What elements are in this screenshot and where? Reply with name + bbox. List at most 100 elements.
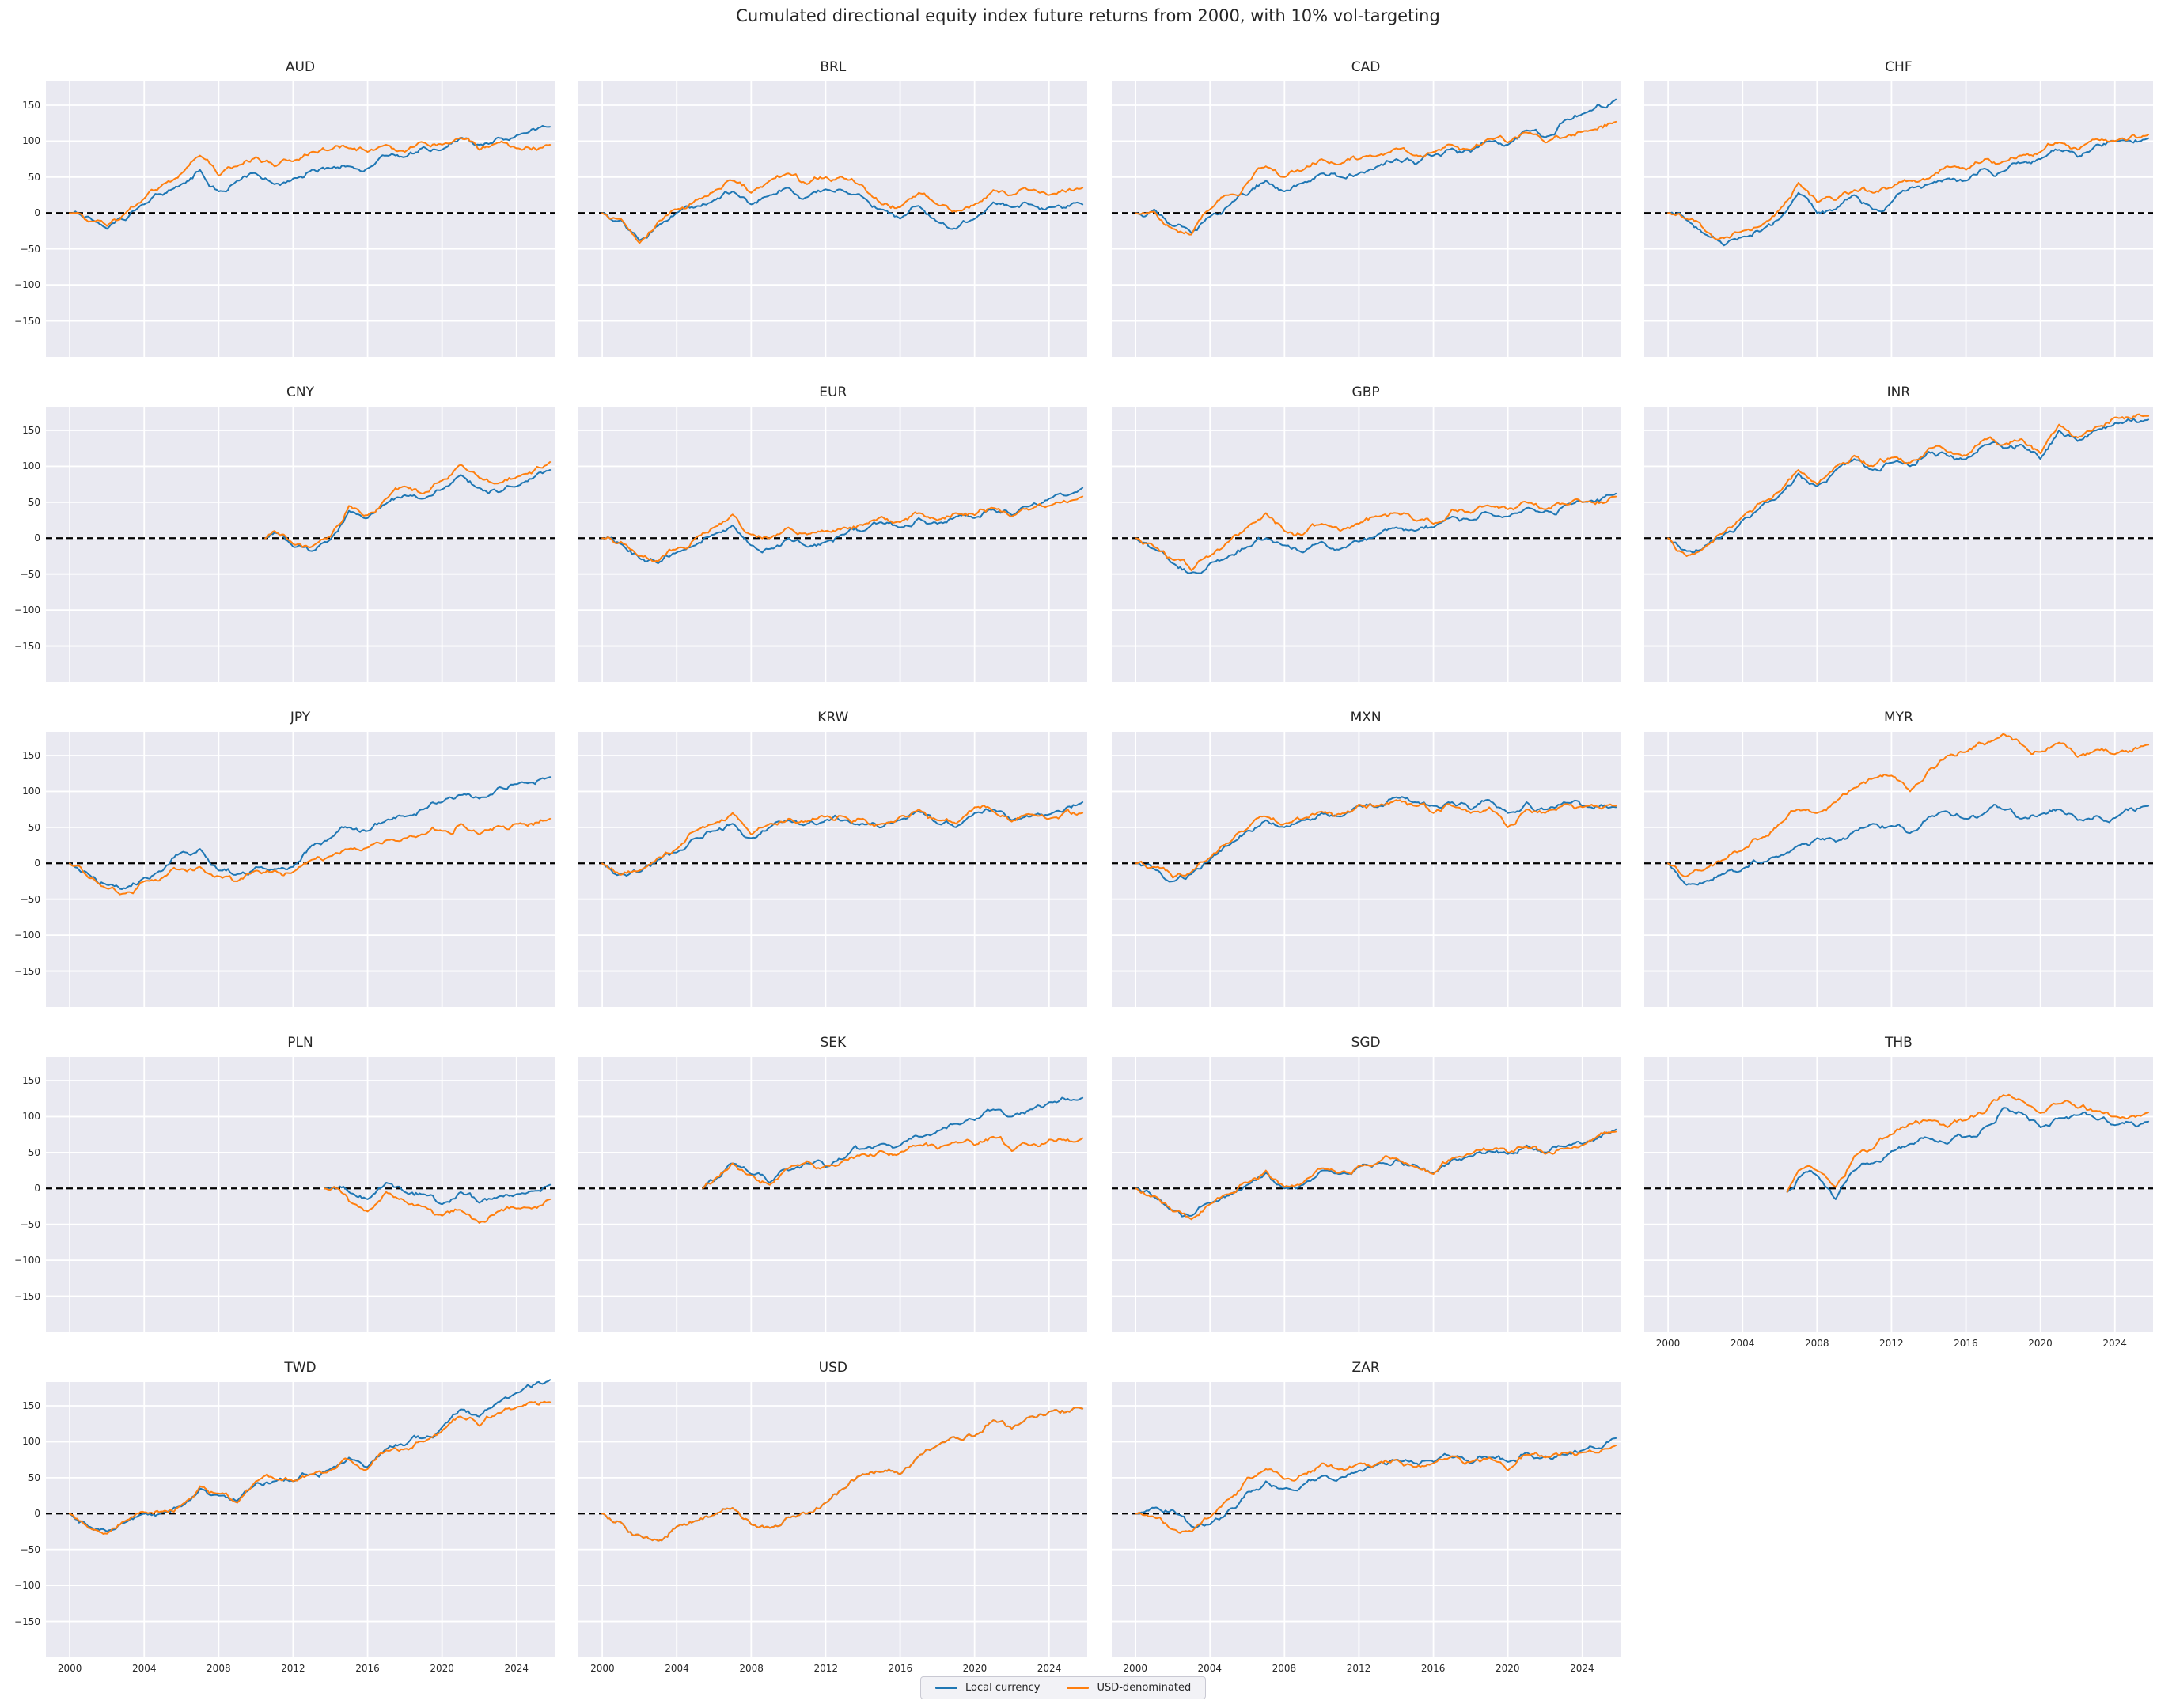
subplot-myr — [1643, 732, 2153, 1007]
y-tick-label: −50 — [20, 243, 40, 255]
y-tick-label: 0 — [34, 1508, 40, 1520]
x-tick-label: 2016 — [888, 1663, 913, 1674]
plot-bg — [1111, 1382, 1621, 1657]
subplot-chf — [1643, 81, 2153, 357]
y-tick-label: 150 — [22, 1399, 40, 1411]
x-tick-label: 2020 — [962, 1663, 988, 1674]
y-tick-label: −100 — [14, 930, 40, 941]
legend-label-local: Local currency — [965, 1682, 1041, 1694]
y-tick-label: −100 — [14, 1580, 40, 1592]
y-tick-label: 50 — [28, 171, 40, 183]
series-local-line-jpy — [69, 776, 552, 890]
legend: Local currency USD-denominated — [920, 1676, 1207, 1699]
y-tick-label: −150 — [14, 965, 40, 977]
y-tick-label: 50 — [28, 821, 40, 833]
y-tick-label: −50 — [20, 1218, 40, 1230]
plot-bg — [1111, 732, 1621, 1007]
subplot-title-cad: CAD — [1351, 59, 1381, 75]
series-usd-line-chf — [1666, 134, 2149, 240]
x-tick-label: 2000 — [590, 1663, 615, 1674]
y-tick-label: 0 — [34, 207, 40, 219]
legend-item-local: Local currency — [935, 1682, 1040, 1694]
series-usd-line-sek — [702, 1135, 1084, 1190]
x-tick-label: 2000 — [57, 1663, 82, 1674]
series-usd-line-sgd — [1134, 1130, 1617, 1221]
series-local-line-pln — [324, 1182, 552, 1206]
x-tick-label: 2004 — [131, 1663, 157, 1674]
series-usd-line-brl — [601, 172, 1084, 244]
x-tick-label: 2000 — [1655, 1338, 1681, 1349]
x-tick-label: 2008 — [739, 1663, 764, 1674]
plot-bg — [578, 407, 1088, 682]
subplot-title-pln: PLN — [287, 1035, 313, 1051]
series-usd-line-thb — [1786, 1093, 2149, 1193]
series-usd-line-krw — [601, 804, 1084, 876]
subplot-title-usd: USD — [818, 1360, 847, 1376]
y-tick-label: −100 — [14, 279, 40, 291]
series-local-line-krw — [601, 801, 1084, 877]
subplot-title-jpy: JPY — [290, 710, 311, 725]
y-tick-label: −50 — [20, 568, 40, 580]
y-tick-label: −50 — [20, 1543, 40, 1555]
subplot-title-aud: AUD — [285, 59, 316, 75]
y-tick-label: 0 — [34, 858, 40, 869]
x-tick-label: 2012 — [813, 1663, 838, 1674]
subplot-title-thb: THB — [1884, 1035, 1913, 1051]
x-tick-label: 2020 — [430, 1663, 454, 1674]
plot-bg — [578, 1382, 1088, 1657]
subplot-title-cny: CNY — [286, 384, 314, 400]
y-tick-label: −50 — [20, 893, 40, 905]
series-usd-line-jpy — [69, 817, 552, 896]
series-local-line-myr — [1666, 804, 2149, 886]
series-usd-line-usd — [601, 1407, 1084, 1542]
series-usd-line-mxn — [1134, 799, 1617, 879]
plot-bg — [578, 1057, 1088, 1332]
y-tick-label: 100 — [22, 1436, 40, 1448]
y-tick-label: −100 — [14, 604, 40, 616]
y-tick-label: −150 — [14, 1290, 40, 1302]
subplot-title-sek: SEK — [820, 1035, 847, 1051]
subplot-title-inr: INR — [1886, 384, 1911, 400]
series-usd-line-twd — [69, 1400, 552, 1535]
subplot-krw — [578, 732, 1088, 1007]
x-tick-label: 2004 — [1197, 1663, 1223, 1674]
y-tick-label: 0 — [34, 532, 40, 544]
y-tick-label: 150 — [22, 1074, 40, 1086]
series-local-line-cny — [264, 469, 552, 552]
subplot-inr — [1643, 407, 2153, 682]
x-tick-label: 2000 — [1123, 1663, 1147, 1674]
subplot-title-krw: KRW — [817, 710, 849, 725]
legend-label-usd: USD-denominated — [1097, 1682, 1192, 1694]
series-usd-line-gbp — [1134, 495, 1617, 572]
x-tick-label: 2016 — [355, 1663, 380, 1674]
y-tick-label: 50 — [28, 496, 40, 508]
subplot-eur — [578, 407, 1088, 682]
subplot-thb — [1643, 1057, 2153, 1332]
subplot-zar — [1111, 1382, 1621, 1657]
x-tick-label: 2020 — [1495, 1663, 1520, 1674]
plot-bg — [1111, 1057, 1621, 1332]
plot-bg — [46, 1382, 555, 1657]
plot-bg — [46, 1057, 555, 1332]
subplot-cny — [46, 407, 555, 682]
y-tick-label: −150 — [14, 640, 40, 652]
subplot-gbp — [1111, 407, 1621, 682]
x-tick-label: 2020 — [2028, 1338, 2053, 1349]
x-tick-label: 2024 — [1037, 1663, 1062, 1674]
x-tick-label: 2008 — [207, 1663, 231, 1674]
series-usd-line-inr — [1666, 413, 2149, 557]
plot-bg — [1111, 81, 1621, 357]
subplot-title-twd: TWD — [284, 1360, 317, 1376]
series-usd-line-cad — [1134, 120, 1617, 236]
series-local-line-brl — [601, 187, 1084, 241]
subplot-jpy — [46, 732, 555, 1007]
y-tick-label: 150 — [22, 99, 40, 111]
x-tick-label: 2008 — [1804, 1338, 1829, 1349]
subplot-title-zar: ZAR — [1351, 1360, 1380, 1376]
subplot-usd — [578, 1382, 1088, 1657]
x-tick-label: 2016 — [1420, 1663, 1446, 1674]
plot-bg — [578, 81, 1088, 357]
series-usd-line-aud — [69, 136, 552, 227]
subplot-pln — [46, 1057, 555, 1332]
series-local-line-gbp — [1134, 492, 1617, 574]
